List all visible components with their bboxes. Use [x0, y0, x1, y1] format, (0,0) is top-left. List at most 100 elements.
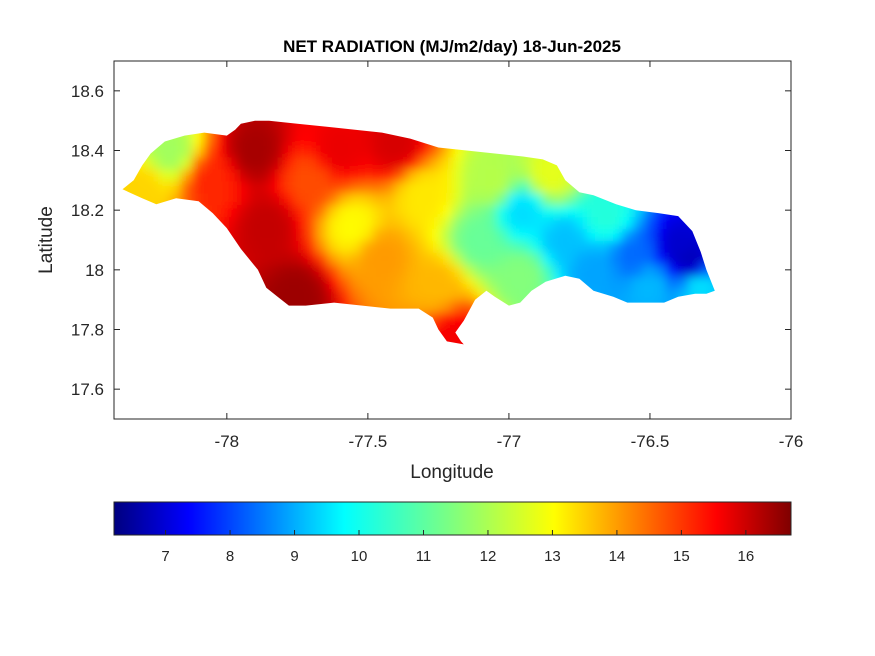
radiation-cell: [530, 191, 544, 206]
radiation-cell: [519, 262, 533, 277]
radiation-cell: [395, 262, 409, 277]
radiation-cell: [180, 167, 194, 182]
colorbar-tick-label: 11: [416, 548, 432, 565]
radiation-cell: [417, 143, 431, 158]
radiation-cell: [462, 250, 477, 265]
colorbar-tick-label: 12: [480, 548, 497, 565]
radiation-cell: [316, 179, 330, 194]
radiation-cell: [496, 215, 510, 229]
radiation-cell: [350, 191, 364, 206]
radiation-cell: [496, 227, 510, 241]
radiation-cell: [553, 250, 567, 265]
chart-title: NET RADIATION (MJ/m2/day) 18-Jun-2025: [283, 37, 621, 56]
radiation-cell: [350, 227, 364, 241]
radiation-cell: [338, 131, 352, 146]
radiation-cell: [440, 310, 454, 325]
radiation-cell: [248, 120, 262, 134]
radiation-cell: [586, 250, 601, 265]
colorbar-tick-label: 15: [673, 548, 690, 565]
radiation-cell: [192, 155, 206, 170]
radiation-cell: [327, 286, 341, 301]
radiation-cell: [271, 191, 285, 206]
radiation-cell: [316, 250, 330, 265]
radiation-cell: [383, 215, 398, 229]
radiation-cell: [271, 155, 285, 170]
radiation-cell: [654, 215, 668, 229]
radiation-cell: [406, 191, 420, 206]
radiation-cell: [395, 215, 409, 229]
radiation-cell: [327, 167, 341, 182]
radiation-cell: [451, 227, 465, 241]
radiation-cell: [620, 262, 635, 277]
radiation-cell: [237, 179, 251, 194]
radiation-cell: [507, 215, 522, 229]
radiation-cell: [406, 179, 420, 194]
radiation-cell: [383, 191, 398, 206]
radiation-cell: [496, 191, 510, 206]
radiation-cell: [361, 143, 375, 158]
radiation-cell: [575, 191, 589, 206]
radiation-cell: [338, 286, 352, 301]
radiation-cell: [271, 131, 285, 146]
radiation-cell: [519, 167, 533, 182]
radiation-cell: [350, 262, 364, 277]
radiation-cell: [304, 274, 319, 289]
radiation-cell: [485, 191, 499, 206]
radiation-cell: [271, 120, 285, 134]
radiation-cell: [327, 215, 341, 229]
radiation-cell: [440, 322, 454, 337]
radiation-cell: [564, 215, 578, 229]
radiation-cell: [519, 274, 533, 289]
radiation-cell: [406, 250, 420, 265]
radiation-cell: [519, 191, 533, 206]
radiation-cell: [271, 262, 285, 277]
y-tick-label: 18.2: [71, 201, 104, 220]
radiation-cell: [271, 143, 285, 158]
radiation-cell: [237, 167, 251, 182]
radiation-cell: [553, 179, 567, 194]
radiation-cell: [282, 167, 296, 182]
radiation-cell: [361, 227, 375, 241]
radiation-cell: [316, 239, 330, 253]
radiation-cell: [632, 250, 646, 265]
radiation-cell: [259, 155, 273, 170]
radiation-cell: [507, 250, 522, 265]
radiation-cell: [598, 250, 612, 265]
radiation-cell: [586, 215, 601, 229]
radiation-cell: [361, 155, 375, 170]
radiation-cell: [428, 215, 443, 229]
radiation-cell: [440, 298, 454, 313]
radiation-cell: [553, 203, 567, 218]
radiation-cell: [507, 239, 522, 253]
radiation-cell: [237, 191, 251, 206]
radiation-cell: [575, 203, 589, 218]
radiation-cell: [406, 155, 420, 170]
radiation-cell: [158, 143, 172, 158]
radiation-cell: [338, 262, 352, 277]
radiation-cell: [271, 179, 285, 194]
radiation-cell: [428, 167, 443, 182]
radiation-cell: [564, 250, 578, 265]
radiation-cell: [304, 167, 319, 182]
colorbar: [113, 501, 792, 536]
radiation-cell: [372, 179, 386, 194]
radiation-cell: [474, 239, 488, 253]
radiation-cell: [158, 179, 172, 194]
radiation-cell: [248, 179, 262, 194]
radiation-cell: [541, 167, 556, 182]
radiation-cell: [395, 227, 409, 241]
radiation-cell: [293, 143, 307, 158]
radiation-cell: [564, 191, 578, 206]
radiation-cell: [428, 179, 443, 194]
radiation-cell: [632, 262, 646, 277]
radiation-cell: [293, 250, 307, 265]
radiation-cell: [417, 215, 431, 229]
radiation-cell: [293, 131, 307, 146]
radiation-cell: [654, 262, 668, 277]
radiation-cell: [440, 155, 454, 170]
radiation-cell: [451, 167, 465, 182]
radiation-cell: [180, 179, 194, 194]
radiation-cell: [350, 215, 364, 229]
radiation-cell: [609, 227, 623, 241]
radiation-cell: [316, 143, 330, 158]
